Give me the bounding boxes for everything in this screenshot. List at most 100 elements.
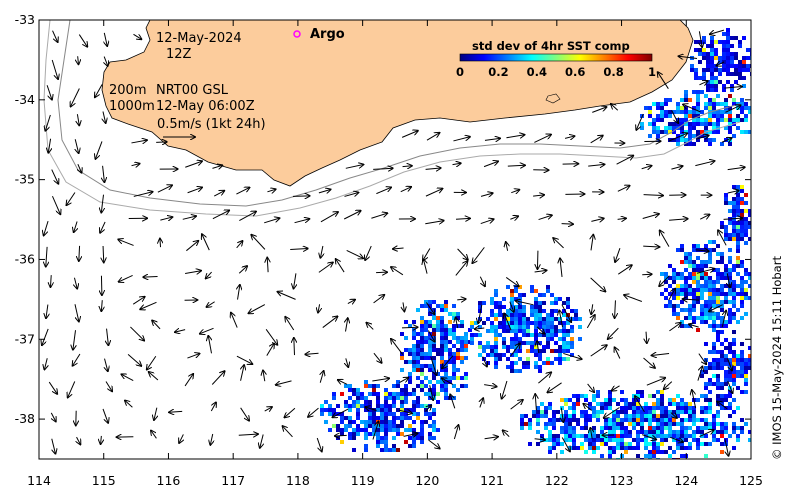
sst-cell — [400, 368, 404, 372]
sst-cell — [538, 321, 542, 325]
sst-cell — [684, 434, 688, 438]
sst-cell — [368, 384, 372, 388]
sst-cell — [624, 450, 628, 454]
current-arrow — [236, 241, 243, 249]
sst-cell — [550, 329, 554, 333]
sst-cell — [736, 193, 740, 197]
current-arrow — [534, 135, 551, 143]
sst-cell — [744, 102, 748, 106]
current-arrow — [95, 141, 103, 158]
sst-cell — [736, 406, 740, 410]
sst-cell — [372, 420, 376, 424]
sst-cell — [392, 420, 396, 424]
sst-cell — [716, 272, 720, 276]
sst-cell — [744, 118, 748, 122]
sst-cell — [708, 130, 712, 134]
sst-cell — [546, 357, 550, 361]
sst-cell — [720, 102, 724, 106]
sst-cell — [420, 380, 424, 384]
sst-cell — [740, 292, 744, 296]
sst-cell — [736, 284, 740, 288]
sst-cell — [388, 412, 392, 416]
current-arrow — [294, 338, 295, 356]
sst-cell — [534, 361, 538, 365]
sst-cell — [400, 408, 404, 412]
sst-cell — [490, 353, 494, 357]
sst-cell — [694, 68, 698, 72]
sst-cell — [710, 44, 714, 48]
sst-cell — [412, 444, 416, 448]
current-arrow — [104, 56, 108, 66]
sst-cell — [482, 345, 486, 349]
sst-cell — [486, 361, 490, 365]
sst-cell — [554, 297, 558, 301]
current-arrow — [457, 299, 465, 300]
sst-cell — [356, 412, 360, 416]
sst-cell — [620, 398, 624, 402]
sst-cell — [604, 426, 608, 430]
sst-cell — [704, 418, 708, 422]
sst-cell — [712, 138, 716, 142]
sst-cell — [644, 446, 648, 450]
x-tick-label: 119 — [351, 473, 375, 488]
sst-cell — [440, 344, 444, 348]
sst-cell — [372, 388, 376, 392]
sst-cell — [700, 374, 704, 378]
sst-cell — [542, 301, 546, 305]
sst-cell — [702, 48, 706, 52]
sst-cell — [408, 372, 412, 376]
sst-cell — [742, 84, 746, 88]
sst-cell — [584, 398, 588, 402]
sst-cell — [400, 416, 404, 420]
sst-cell — [560, 406, 564, 410]
sst-cell — [656, 430, 660, 434]
sst-cell — [710, 56, 714, 60]
sst-cell — [712, 346, 716, 350]
sst-cell — [744, 378, 748, 382]
sst-cell — [688, 410, 692, 414]
sst-cell — [528, 418, 532, 422]
sst-cell — [562, 309, 566, 313]
sst-cell — [564, 426, 568, 430]
sst-cell — [708, 98, 712, 102]
sst-cell — [324, 400, 328, 404]
sst-cell — [420, 356, 424, 360]
sst-cell — [380, 416, 384, 420]
sst-cell — [584, 426, 588, 430]
current-arrow — [294, 273, 296, 288]
current-arrow — [79, 245, 80, 261]
sst-cell — [436, 304, 440, 308]
sst-cell — [656, 390, 660, 394]
sst-cell — [664, 288, 668, 292]
sst-cell — [416, 364, 420, 368]
sst-cell — [388, 448, 392, 452]
sst-cell — [384, 432, 388, 436]
sst-cell — [636, 422, 640, 426]
current-arrow — [101, 300, 102, 311]
sst-cell — [640, 438, 644, 442]
sst-cell — [710, 68, 714, 72]
sst-cell — [716, 102, 720, 106]
sst-cell — [724, 225, 728, 229]
sst-cell — [732, 102, 736, 106]
sst-cell — [636, 418, 640, 422]
sst-cell — [676, 248, 680, 252]
sst-cell — [668, 418, 672, 422]
sst-cell — [352, 432, 356, 436]
sst-cell — [408, 360, 412, 364]
sst-cell — [712, 280, 716, 284]
sst-cell — [566, 321, 570, 325]
sst-cell — [572, 414, 576, 418]
sst-cell — [440, 328, 444, 332]
sst-cell — [680, 426, 684, 430]
sst-cell — [612, 446, 616, 450]
sst-cell — [648, 134, 652, 138]
sst-cell — [730, 56, 734, 60]
current-arrow — [400, 187, 411, 193]
sst-cell — [700, 276, 704, 280]
sst-cell — [676, 284, 680, 288]
sst-cell — [526, 365, 530, 369]
sst-cell — [664, 426, 668, 430]
sst-cell — [672, 268, 676, 272]
sst-cell — [388, 404, 392, 408]
